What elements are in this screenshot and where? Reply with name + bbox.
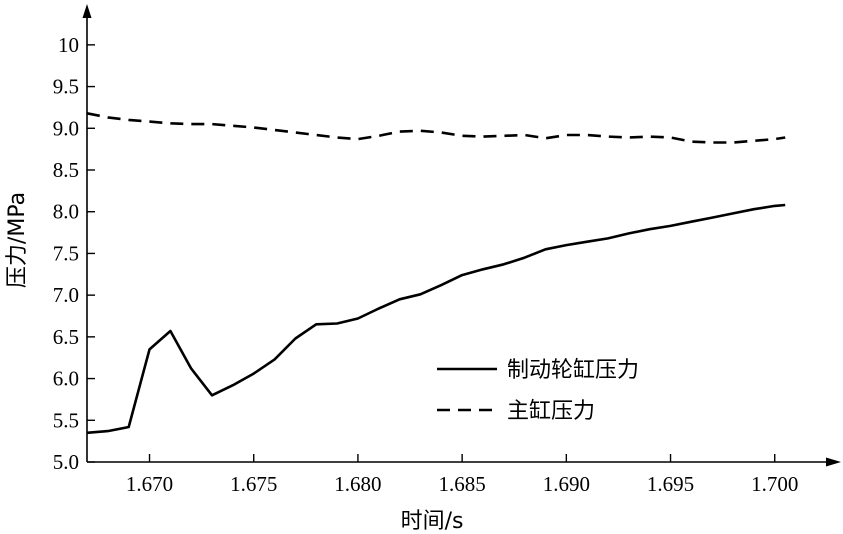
- y-tick-label: 9.5: [53, 75, 79, 99]
- legend-label-wheel-cylinder: 制动轮缸压力: [507, 358, 639, 383]
- x-tick-label: 1.690: [543, 472, 590, 496]
- x-tick-label: 1.695: [647, 472, 694, 496]
- axes: [82, 4, 841, 467]
- y-tick-label: 6.0: [53, 367, 79, 391]
- x-axis-arrow: [826, 457, 841, 467]
- x-tick-label: 1.675: [230, 472, 277, 496]
- y-tick-label: 5.5: [53, 408, 79, 432]
- series-layer: [86, 112, 786, 435]
- legend: 制动轮缸压力 主缸压力: [437, 358, 639, 424]
- y-tick-label: 10: [58, 33, 79, 57]
- series-line-master-cylinder-pressure: [86, 112, 786, 144]
- x-tick-label: 1.685: [439, 472, 486, 496]
- y-axis-title: 压力/MPa: [5, 192, 30, 288]
- x-tick-label: 1.700: [751, 472, 798, 496]
- y-tick-label: 7.5: [53, 241, 79, 265]
- y-axis-arrow: [82, 4, 92, 18]
- legend-label-master-cylinder: 主缸压力: [507, 399, 595, 424]
- x-axis-title: 时间/s: [401, 509, 464, 534]
- y-ticks: 5.0 5.5 6.0 6.5 7.0 7.5 8.0 8.5 9.0 9.5 10: [53, 33, 95, 474]
- y-tick-label: 9.0: [53, 116, 79, 140]
- y-tick-label: 5.0: [53, 450, 79, 474]
- x-tick-label: 1.670: [126, 472, 173, 496]
- y-tick-label: 8.0: [53, 200, 79, 224]
- x-tick-label: 1.680: [334, 472, 381, 496]
- y-tick-label: 8.5: [53, 158, 79, 182]
- x-ticks: 1.670 1.675 1.680 1.685 1.690 1.695 1.700: [126, 454, 798, 496]
- y-tick-label: 7.0: [53, 283, 79, 307]
- y-tick-label: 6.5: [53, 325, 79, 349]
- series-line-wheel-cylinder-pressure: [86, 203, 786, 435]
